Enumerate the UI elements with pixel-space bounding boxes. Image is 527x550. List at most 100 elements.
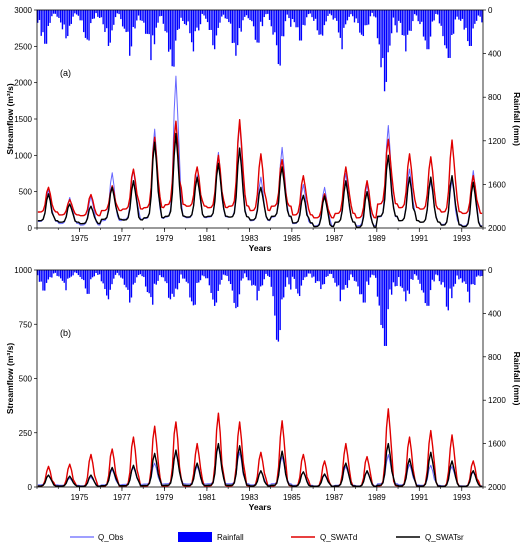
rainfall-bar — [352, 10, 354, 17]
rainfall-bar — [167, 10, 170, 52]
rainfall-bar — [428, 10, 430, 50]
x-tick-label: 1985 — [283, 493, 301, 502]
y-right-tick-label: 0 — [488, 266, 493, 275]
rainfall-bar — [256, 10, 258, 43]
rainfall-bar — [459, 10, 462, 21]
rainfall-bar — [309, 270, 311, 274]
rainfall-bar — [215, 10, 218, 36]
rainfall-bar — [98, 10, 101, 18]
rainfall-bar — [100, 270, 103, 282]
rainfall-bar — [436, 10, 439, 15]
rainfall-bar — [118, 270, 120, 276]
rainfall-bar — [436, 270, 439, 276]
rainfall-bar — [290, 10, 292, 27]
rainfall-bar — [194, 270, 196, 305]
rainfall-bar — [468, 10, 471, 46]
rainfall-bar — [277, 10, 280, 65]
series-line-q-swatsr — [37, 442, 483, 487]
rainfall-bar — [449, 270, 451, 289]
legend: Q_Obs Rainfall Q_SWATd Q_SWATsr — [70, 532, 464, 542]
rainfall-bar — [451, 10, 453, 36]
rainfall-bar — [247, 270, 249, 281]
rainfall-bar — [91, 10, 94, 19]
rainfall-bar — [205, 10, 207, 19]
rainfall-bar — [182, 270, 184, 279]
rainfall-bar — [447, 10, 449, 58]
rainfall-bar — [201, 270, 203, 276]
rainfall-bar — [86, 10, 88, 40]
rainfall-bar — [440, 270, 442, 285]
rainfall-bar — [360, 10, 363, 35]
rainfall-bar — [68, 10, 71, 26]
rainfall-bar — [198, 270, 200, 283]
rainfall-bar — [72, 270, 74, 276]
y-right-tick-label: 1200 — [488, 396, 506, 405]
rainfall-bar — [364, 10, 366, 26]
rainfall-bar — [84, 10, 87, 38]
rainfall-bar — [330, 10, 333, 16]
legend-label-q-obs: Q_Obs — [98, 533, 123, 542]
rainfall-bar — [40, 270, 42, 282]
rainfall-bar — [176, 270, 179, 290]
rainfall-bar — [291, 10, 294, 20]
rainfall-bar — [334, 270, 336, 283]
x-axis-title: Years — [249, 502, 272, 512]
rainfall-bar — [311, 270, 313, 278]
rainfall-bar — [265, 270, 267, 274]
x-tick-label: 1981 — [198, 234, 216, 243]
rainfall-bar — [72, 10, 74, 17]
panel-label: (b) — [60, 328, 71, 338]
rainfall-bar — [366, 10, 368, 26]
rainfall-bar — [389, 270, 391, 290]
rainfall-bar — [164, 10, 166, 32]
rainfall-bar — [189, 270, 191, 298]
rainfall-bar — [270, 270, 272, 287]
rainfall-bar — [284, 10, 287, 22]
rainfall-bar — [123, 10, 126, 29]
rainfall-bar — [309, 10, 311, 14]
rainfall-bar — [213, 270, 216, 306]
rainfall-bar — [249, 270, 251, 281]
rainfall-bar — [346, 10, 349, 21]
rainfall-bar — [316, 270, 318, 282]
rainfall-bar — [399, 10, 402, 23]
rainfall-bar — [125, 270, 127, 288]
rainfall-bar — [137, 10, 140, 16]
rainfall-bar — [75, 270, 78, 274]
rainfall-bar — [240, 10, 242, 32]
rainfall-bar — [314, 270, 317, 283]
rainfall-bar — [136, 270, 138, 278]
rainfall-bar — [45, 10, 48, 44]
rainfall-bar — [175, 270, 177, 289]
rainfall-bar — [233, 10, 235, 43]
rainfall-bar — [222, 270, 225, 275]
x-tick-label: 1987 — [325, 493, 343, 502]
rainfall-bar — [332, 270, 334, 279]
rainfall-bar — [383, 10, 386, 92]
rainfall-bar — [306, 270, 308, 277]
rainfall-bar — [238, 10, 241, 29]
y-right-tick-label: 1200 — [488, 137, 506, 146]
rainfall-bar — [465, 10, 467, 28]
x-axis-title: Years — [249, 243, 272, 253]
rainfall-bar — [268, 270, 271, 277]
rainfall-bar — [339, 10, 342, 38]
rainfall-bar — [371, 270, 373, 275]
rainfall-bar — [77, 270, 80, 276]
series-line-q-swatsr — [37, 132, 483, 228]
rainfall-bar — [456, 10, 458, 17]
rainfall-bar — [461, 270, 464, 283]
y-tick-label: 250 — [19, 429, 33, 438]
rainfall-bar — [219, 10, 221, 23]
rainfall-bar — [295, 270, 297, 289]
rainfall-bar — [104, 10, 106, 32]
rainfall-bar — [229, 270, 232, 285]
legend-label-q-swatd: Q_SWATd — [320, 533, 357, 542]
rainfall-bar — [390, 10, 393, 34]
rainfall-bar — [474, 10, 476, 24]
x-tick-label: 1979 — [156, 493, 174, 502]
rainfall-bar — [222, 10, 225, 15]
rainfall-bar — [192, 10, 195, 52]
rainfall-bar — [275, 10, 278, 46]
rainfall-bar — [288, 270, 290, 285]
